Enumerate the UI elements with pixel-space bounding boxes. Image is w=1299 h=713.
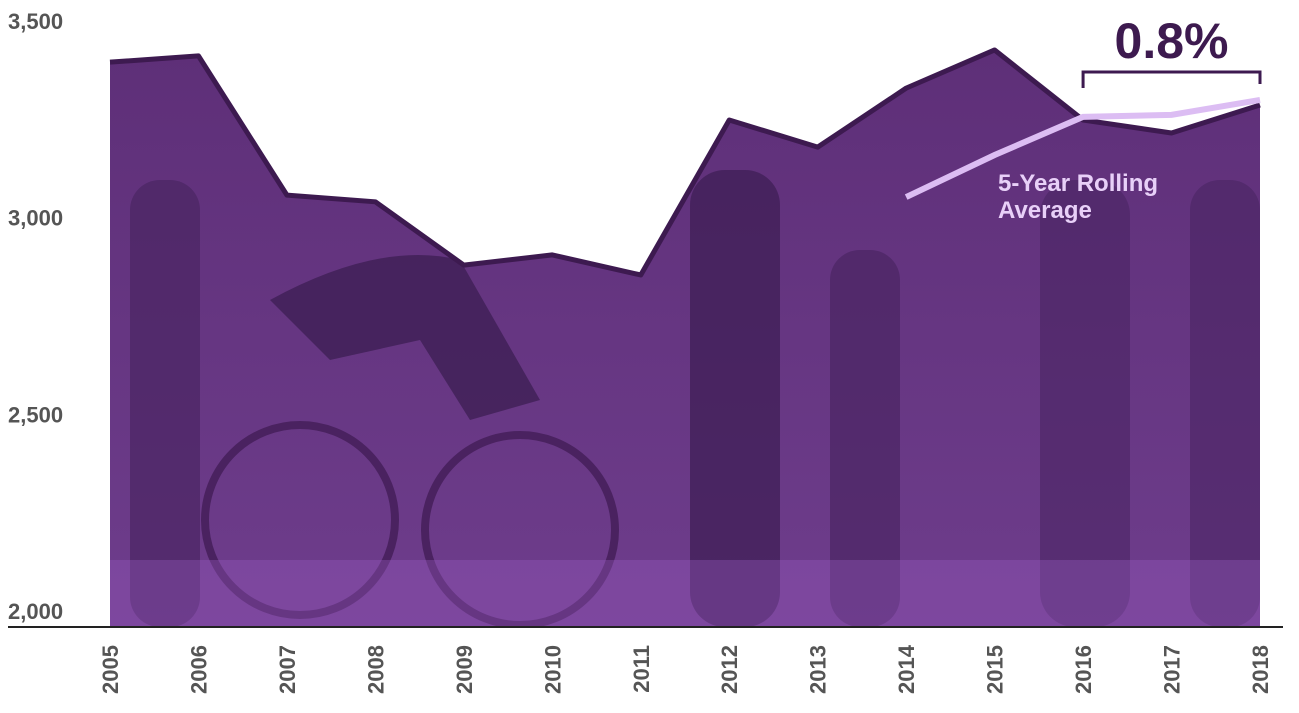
x-tick-label: 2013 — [806, 645, 831, 694]
x-tick-label: 2011 — [629, 645, 654, 693]
x-tick-label: 2010 — [540, 645, 565, 694]
average-line — [904, 96, 1261, 200]
x-tick-label: 2009 — [452, 645, 477, 694]
x-tick-label: 2016 — [1071, 645, 1096, 694]
series-label: 5-Year Rolling Average — [998, 170, 1159, 224]
x-tick-label: 2017 — [1160, 645, 1185, 694]
annotation: 0.8% — [1115, 13, 1229, 69]
x-tick-label: 2012 — [717, 645, 742, 694]
x-tick-label: 2014 — [894, 644, 919, 694]
x-tick-label: 2018 — [1248, 645, 1273, 694]
x-tick-label: 2006 — [186, 645, 211, 694]
silhouettes — [110, 170, 1260, 628]
x-tick-label: 2005 — [98, 645, 123, 694]
y-tick-label: 3,500 — [8, 9, 63, 34]
area-fill — [110, 49, 1260, 628]
x-tick-label: 2007 — [275, 645, 300, 694]
y-tick-label: 3,000 — [8, 206, 63, 231]
area-line — [109, 47, 1261, 278]
x-tick-label: 2015 — [983, 645, 1008, 694]
x-tick-label: 2008 — [363, 645, 388, 694]
y-tick-label: 2,500 — [8, 402, 63, 427]
y-tick-label: 2,000 — [8, 599, 63, 624]
annotation-bracket — [1081, 70, 1262, 88]
